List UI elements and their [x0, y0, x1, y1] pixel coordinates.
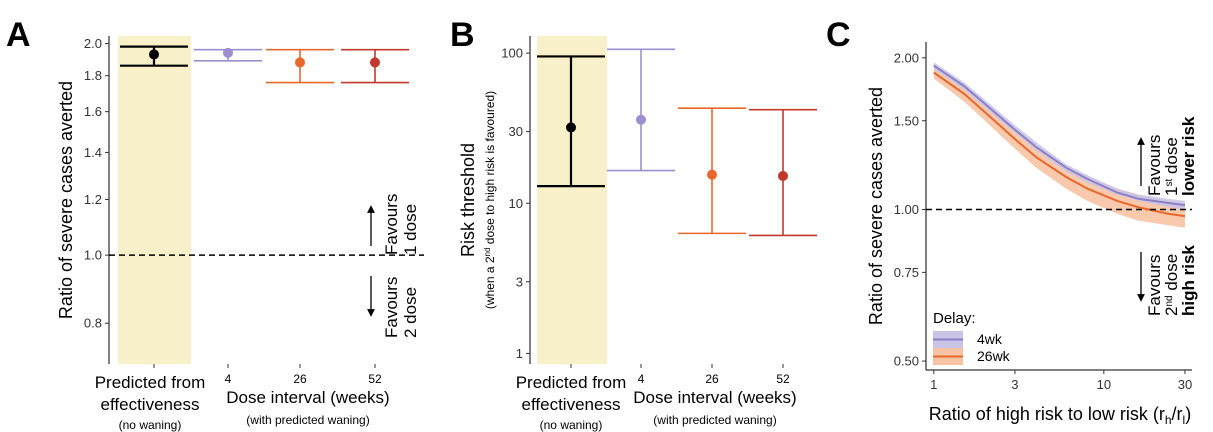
y-tick-label: 1.4	[84, 145, 102, 160]
x-axis-label-sub-l: l	[1183, 413, 1186, 427]
y-tick-label: 100	[501, 46, 523, 61]
group-label-interval-2: (with predicted waning)	[246, 413, 369, 427]
series-line-26wk	[933, 71, 1186, 218]
group-label-predicted-3: (no waning)	[540, 418, 603, 432]
y-tick-label: 2.0	[84, 36, 102, 51]
group-label-interval-1: Dose interval (weeks)	[633, 388, 796, 407]
group-label-predicted-2: effectiveness	[101, 395, 200, 414]
y-axis-sublabel: (when a 2nd dose to high risk is favoure…	[483, 91, 497, 309]
x-tick-label: 1	[930, 377, 937, 392]
panel-a: 0.8 1.0 1.2 1.4 1.6 1.8 2.0 4 26 52 Ratio of sev…	[56, 36, 424, 432]
y-ticks: 0.50 0.75 1.00 1.50 2.00	[894, 50, 926, 369]
point-w52	[778, 170, 788, 181]
y-axis-label: Ratio of severe cases averted	[56, 81, 76, 319]
y-tick-label: 0.75	[894, 265, 919, 280]
y-tick-label: 1.6	[84, 104, 102, 119]
panel-c: 0.50 0.75 1.00 1.50 2.00 1 3 10 30 Ratio of sev…	[866, 42, 1198, 427]
annotation-favours-2-dose-a: Favours	[382, 277, 401, 338]
point-w26	[707, 169, 717, 180]
annotation-up-2-pre: 1	[1162, 187, 1181, 196]
panel-letter-b: B	[450, 16, 475, 54]
panel-b-marks	[537, 48, 817, 237]
y-tick-label: 10	[509, 196, 523, 211]
x-tick-label: 30	[1178, 377, 1192, 392]
y-ticks: 1 3 10 30 100	[501, 46, 530, 361]
point-pred	[566, 122, 576, 133]
annotation-down-2-pre: 2	[1162, 307, 1181, 316]
x-axis-label-slash: /r	[1172, 404, 1183, 424]
y-tick-label: 1.8	[84, 68, 102, 83]
annotation-up-2-sup: st	[1164, 179, 1175, 187]
group-label-predicted-2: effectiveness	[522, 395, 621, 414]
x-tick-label: 3	[1011, 377, 1018, 392]
annotation-favours-1-dose-b: 1 dose	[401, 204, 420, 255]
panel-letter-a: A	[6, 16, 31, 54]
point-pred	[149, 49, 159, 60]
y-tick-label: 1	[516, 346, 523, 361]
x-tick-label: 26	[293, 372, 307, 386]
x-tick-label: 26	[705, 372, 719, 386]
annotation-down-2: 2nd dose	[1162, 254, 1181, 316]
legend-label-26wk: 26wk	[977, 348, 1011, 364]
legend-title: Delay:	[933, 310, 976, 327]
group-label-predicted-1: Predicted from	[516, 373, 627, 392]
x-axis-label-sub-h: h	[1165, 413, 1172, 427]
x-tick-label: 10	[1097, 377, 1111, 392]
x-tick-label: 52	[368, 372, 382, 386]
annotation-down-2-post: dose	[1162, 254, 1181, 296]
legend: Delay: 4wk 26wk	[933, 310, 1011, 365]
y-tick-label: 1.00	[894, 202, 919, 217]
y-tick-label: 1.50	[894, 113, 919, 128]
group-label-interval-1: Dose interval (weeks)	[226, 388, 389, 407]
annotation-up-2-post: dose	[1162, 137, 1181, 179]
x-ticks: 4 26 52	[153, 364, 382, 386]
x-tick-label: 4	[638, 372, 645, 386]
y-tick-label: 3	[516, 274, 523, 289]
annotation-down-1: Favours	[1145, 255, 1164, 316]
x-tick-label: 52	[776, 372, 790, 386]
series-line-4wk	[933, 64, 1186, 207]
x-ticks: 4 26 52	[570, 364, 790, 386]
point-w26	[295, 57, 305, 68]
annotation-favours-2-dose-b: 2 dose	[401, 287, 420, 338]
group-label-interval-2: (with predicted waning)	[653, 413, 776, 427]
annotation-high-risk: high risk	[1179, 245, 1198, 316]
y-tick-label: 1.0	[84, 248, 102, 263]
annotation-down-2-sup: nd	[1164, 295, 1175, 306]
x-axis-label-close: )	[1185, 404, 1191, 424]
annotation-favours-1-dose-a: Favours	[382, 194, 401, 255]
legend-label-4wk: 4wk	[977, 331, 1003, 347]
group-label-predicted-3: (no waning)	[119, 418, 182, 432]
x-tick-label: 4	[225, 372, 232, 386]
y-tick-label: 0.50	[894, 354, 919, 369]
y-axis-label: Ratio of severe cases averted	[866, 87, 886, 325]
point-w4	[636, 114, 646, 125]
y-tick-label: 1.2	[84, 192, 102, 207]
annotation-lower-risk: lower risk	[1179, 116, 1198, 196]
group-label-predicted-1: Predicted from	[95, 373, 206, 392]
annotation-up-2: 1st dose	[1162, 137, 1181, 196]
y-axis-sublabel-sup: nd	[483, 248, 492, 257]
panel-b: 1 3 10 30 100 4 26 52 Risk threshold (when a 2…	[458, 36, 817, 432]
highlight-band	[118, 36, 191, 364]
y-axis-sublabel-post: dose to high risk is favoured)	[483, 91, 497, 248]
y-ticks: 0.8 1.0 1.2 1.4 1.6 1.8 2.0	[84, 36, 109, 331]
panel-letter-c: C	[826, 16, 851, 54]
panel-a-marks	[109, 45, 424, 256]
x-axis-label-main: Ratio of high risk to low risk (r	[929, 404, 1165, 424]
y-tick-label: 30	[509, 124, 523, 139]
panel-c-marks	[926, 62, 1192, 228]
point-w4	[223, 47, 233, 58]
x-axis-label: Ratio of high risk to low risk (rh/rl)	[929, 404, 1191, 427]
annotation-up-1: Favours	[1145, 135, 1164, 196]
x-ticks: 1 3 10 30	[930, 370, 1192, 392]
y-tick-label: 0.8	[84, 316, 102, 331]
y-axis-label: Risk threshold	[458, 143, 478, 257]
y-axis-sublabel-pre: (when a 2	[483, 256, 497, 309]
y-tick-label: 2.00	[894, 50, 919, 65]
point-w52	[370, 57, 380, 68]
